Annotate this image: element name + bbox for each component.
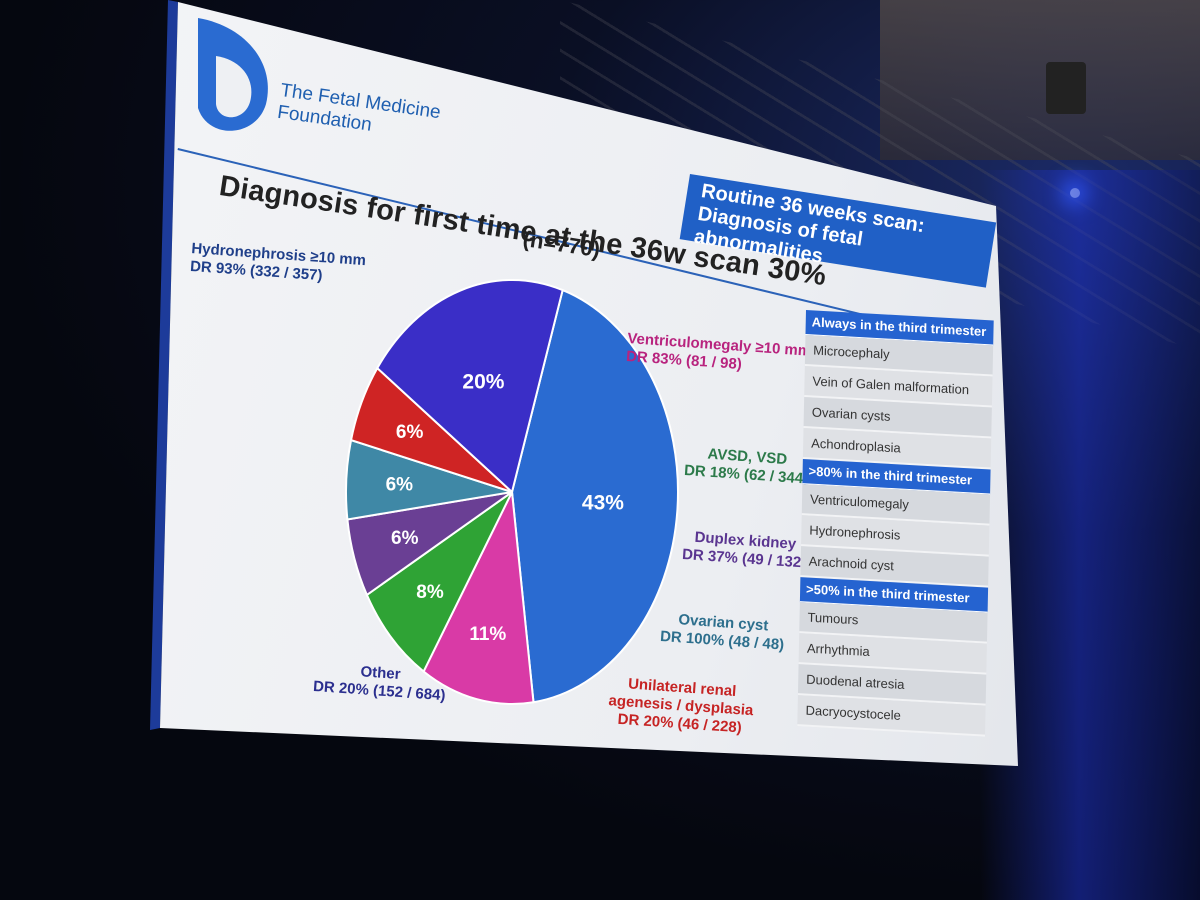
fmf-logo-icon: [198, 18, 268, 131]
slice-label: Unilateral renal agenesis / dysplasia DR …: [604, 674, 757, 738]
pie-percent-label: 11%: [469, 624, 506, 645]
blue-stage-lighting: [980, 170, 1200, 900]
pie-slice-avsd-vsd: [365, 491, 513, 674]
pie-percent-label: 20%: [462, 370, 504, 393]
pie-percent-label: 8%: [416, 582, 444, 603]
trimester-sidebar: Always in the third trimester Microcephal…: [797, 310, 994, 737]
ceiling-camera: [1046, 62, 1086, 114]
pie-slice-ventriculomegaly-10-mm: [422, 488, 535, 705]
pie-slice-hydronephrosis-10-mm: [510, 288, 679, 704]
venue-ceiling: [880, 0, 1200, 160]
pie-percent-label: 6%: [391, 528, 419, 549]
pie-percent-label: 6%: [396, 422, 424, 443]
pie-percent-label: 6%: [386, 475, 414, 496]
pie-percent-label: 43%: [582, 491, 624, 514]
pie-slice-other: [376, 279, 564, 494]
